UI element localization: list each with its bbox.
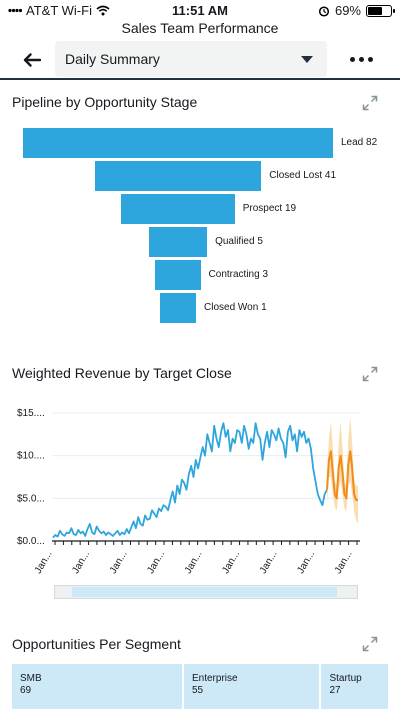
more-dot-icon bbox=[368, 56, 373, 62]
x-tick-label: Jan... bbox=[108, 549, 130, 576]
funnel-bar-label: Closed Won 1 bbox=[204, 302, 267, 313]
caret-down-icon bbox=[301, 56, 313, 63]
funnel-bar[interactable] bbox=[121, 194, 235, 224]
more-dot-icon bbox=[350, 56, 355, 62]
x-tick-label: Jan... bbox=[145, 549, 167, 576]
battery-fill bbox=[368, 6, 383, 15]
x-tick-label: Jan... bbox=[183, 549, 205, 576]
y-tick-label: $5.0... bbox=[17, 493, 45, 504]
segment-tile[interactable]: Startup 27 bbox=[321, 664, 388, 709]
funnel-bar[interactable] bbox=[94, 161, 262, 191]
funnel-bar-label: Lead 82 bbox=[341, 137, 378, 148]
expand-icon[interactable] bbox=[362, 366, 378, 382]
funnel-bar-label: Closed Lost 41 bbox=[269, 170, 337, 181]
dashboard-select-value: Daily Summary bbox=[65, 51, 160, 67]
revenue-line-chart: $0.0... $5.0... $10.... $15.... Jan... Jan...… bbox=[17, 408, 360, 576]
y-tick-label: $15.... bbox=[17, 408, 45, 419]
x-tick-label: Jan... bbox=[70, 549, 92, 576]
segments-treemap: SMB 69 Enterprise 55 Startup 27 bbox=[12, 664, 388, 709]
funnel-bar[interactable] bbox=[155, 260, 201, 290]
segment-value: 27 bbox=[329, 685, 341, 696]
funnel-bar[interactable] bbox=[160, 293, 196, 323]
expand-icon[interactable] bbox=[362, 95, 378, 111]
segment-name: Enterprise bbox=[191, 673, 238, 684]
app-title: Sales Team Performance bbox=[121, 20, 279, 36]
chart-range-handle[interactable] bbox=[72, 587, 337, 597]
header: Daily Summary bbox=[0, 38, 400, 80]
x-tick-label: Jan... bbox=[33, 549, 55, 576]
funnel-bar[interactable] bbox=[148, 227, 208, 257]
segment-tile[interactable]: Enterprise 55 bbox=[183, 664, 320, 709]
y-tick-label: $0.0... bbox=[17, 536, 45, 547]
carrier-label: AT&T Wi-Fi bbox=[26, 3, 92, 18]
chart-range-scrollbar[interactable] bbox=[54, 585, 358, 599]
cellular-signal-icon bbox=[8, 8, 22, 13]
expand-icon[interactable] bbox=[362, 636, 378, 652]
segment-value: 69 bbox=[20, 685, 32, 696]
forecast-line[interactable] bbox=[326, 450, 358, 501]
x-tick-label: Jan... bbox=[258, 549, 280, 576]
actual-revenue-line[interactable] bbox=[52, 422, 328, 539]
revenue-title: Weighted Revenue by Target Close bbox=[12, 365, 232, 381]
status-bar: AT&T Wi-Fi 11:51 AM 69% bbox=[0, 0, 400, 20]
battery-percent: 69% bbox=[334, 3, 361, 18]
more-dot-icon bbox=[359, 56, 364, 62]
segment-name: SMB bbox=[20, 673, 42, 684]
clock: 11:51 AM bbox=[172, 3, 228, 18]
x-tick-label: Jan... bbox=[333, 549, 355, 576]
x-tick-label: Jan... bbox=[220, 549, 242, 576]
battery-icon bbox=[366, 4, 395, 17]
alarm-icon bbox=[318, 5, 330, 17]
dashboard-select[interactable]: Daily Summary bbox=[55, 41, 327, 77]
status-right: 69% bbox=[318, 3, 395, 18]
segment-value: 55 bbox=[191, 685, 204, 696]
x-tick-label: Jan... bbox=[295, 549, 317, 576]
funnel-bar-label: Prospect 19 bbox=[242, 203, 297, 214]
funnel-bar-label: Qualified 5 bbox=[215, 236, 263, 247]
status-left: AT&T Wi-Fi bbox=[8, 3, 110, 18]
funnel-bar[interactable] bbox=[23, 128, 333, 158]
arrow-left-icon bbox=[23, 53, 41, 67]
y-tick-label: $10.... bbox=[17, 451, 45, 462]
segments-title: Opportunities Per Segment bbox=[12, 636, 181, 652]
wifi-icon bbox=[96, 5, 110, 16]
back-button[interactable] bbox=[18, 48, 46, 72]
segment-name: Startup bbox=[329, 673, 362, 684]
funnel-bar-label: Contracting 3 bbox=[208, 269, 269, 280]
segment-tile[interactable]: SMB 69 bbox=[12, 664, 182, 709]
pipeline-title: Pipeline by Opportunity Stage bbox=[12, 94, 198, 110]
more-options-button[interactable] bbox=[350, 52, 376, 66]
